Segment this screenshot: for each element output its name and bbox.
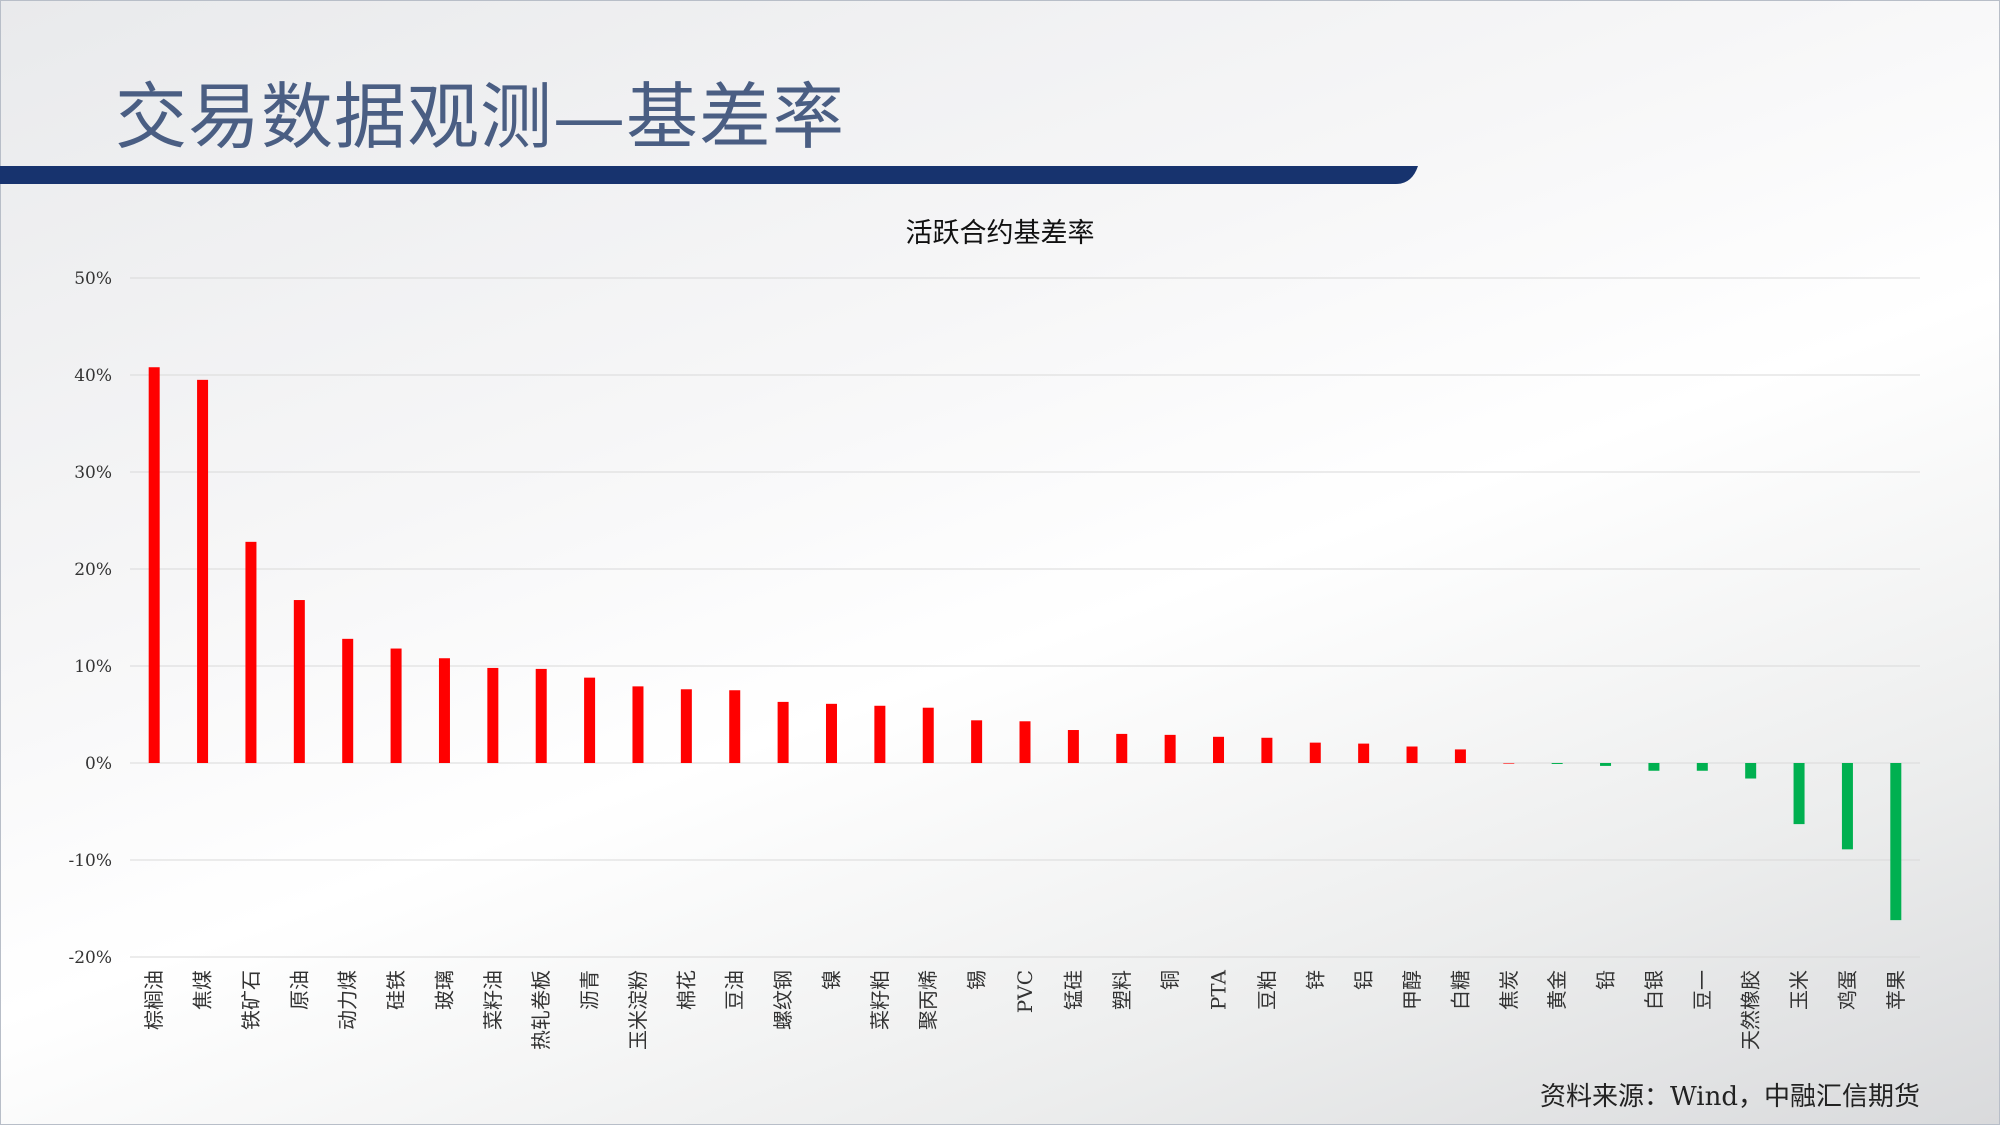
y-axis-ticks: 50% 40% 30% 20% 10% 0% -10% -20% [68,269,112,968]
bar-35 [1793,763,1805,825]
bar-16 [874,705,886,763]
x-tick-label: 铜 [1158,970,1182,990]
x-tick-label: 锡 [965,970,989,990]
x-tick-label: PTA [1207,969,1231,1010]
bar-12 [680,689,692,763]
x-tick-label: PVC [1013,970,1037,1013]
bar-28 [1454,749,1466,763]
bar-21 [1116,733,1128,763]
data-source: 资料来源：Wind，中融汇信期货 [1540,1082,1920,1112]
bar-2 [197,379,209,763]
x-tick-label: 玉米 [1787,970,1811,1010]
bar-34 [1745,763,1757,779]
x-tick-label: 原油 [287,970,311,1010]
bar-14 [777,701,789,763]
y-tick-label: 0% [85,754,112,774]
bar-33 [1696,763,1708,771]
grid-lines [130,277,1920,958]
bar-9 [535,668,547,763]
bar-30 [1551,763,1563,764]
bar-8 [487,667,499,763]
bar-18 [971,720,983,763]
y-tick-label: 50% [74,269,112,289]
bar-36 [1841,763,1853,850]
x-tick-label: 甲醇 [1400,970,1424,1010]
y-tick-label: 20% [74,560,112,580]
x-tick-label: 玻璃 [432,970,456,1010]
x-tick-label: 豆粕 [1255,970,1279,1010]
x-tick-label: 热轧卷板 [529,970,553,1050]
title-bar [0,166,1418,184]
bar-23 [1213,736,1225,763]
bar-32 [1648,763,1660,771]
bar-5 [342,638,354,763]
x-tick-label: 菜籽粕 [868,970,892,1030]
x-tick-label: 白银 [1642,970,1666,1010]
x-tick-label: 白糖 [1448,970,1472,1010]
bar-22 [1164,734,1176,763]
bar-19 [1019,721,1031,763]
x-tick-label: 菜籽油 [481,970,505,1030]
bar-29 [1503,763,1515,764]
x-tick-label: 塑料 [1110,970,1134,1010]
slide-title: 交易数据观测—基差率 [115,75,846,159]
x-tick-label: 黄金 [1545,970,1569,1010]
bar-37 [1890,763,1902,921]
bar-7 [438,658,450,763]
bar-15 [825,703,837,763]
x-tick-label: 豆油 [723,970,747,1010]
x-tick-label: 焦炭 [1497,970,1521,1010]
bar-27 [1406,746,1418,763]
bar-26 [1358,743,1370,763]
x-tick-label: 铝 [1352,970,1376,990]
bar-1 [148,367,160,763]
x-tick-label: 铅 [1594,970,1618,990]
bar-11 [632,686,644,763]
y-tick-label: 30% [74,463,112,483]
x-axis-labels: 棕榈油 焦煤 铁矿石 原油 动力煤 硅铁 玻璃 菜籽油 热轧卷板 沥青 玉米淀粉 棉花 豆油 螺纹钢 镍 菜籽… [142,969,1908,1050]
chart-title: 活跃合约基差率 [906,218,1095,249]
y-tick-label: 10% [74,657,112,677]
x-tick-label: 锰硅 [1061,970,1085,1010]
x-tick-label: 苹果 [1884,970,1908,1010]
x-tick-label: 棕榈油 [142,970,166,1030]
x-tick-label: 硅铁 [384,970,408,1010]
bar-4 [293,600,305,763]
bar-6 [390,648,402,763]
bar-17 [922,707,934,763]
y-tick-label: -20% [68,948,112,968]
bar-31 [1600,763,1612,766]
x-tick-label: 聚丙烯 [916,970,940,1030]
y-tick-label: -10% [68,851,112,871]
x-tick-label: 铁矿石 [239,970,263,1030]
x-tick-label: 鸡蛋 [1835,970,1859,1010]
x-tick-label: 天然橡胶 [1739,970,1763,1050]
x-tick-label: 豆一 [1690,970,1714,1010]
x-tick-label: 棉花 [674,970,698,1010]
x-tick-label: 玉米淀粉 [626,970,650,1050]
bar-24 [1261,737,1273,763]
x-tick-label: 镍 [819,970,843,990]
x-tick-label: 焦煤 [191,970,215,1010]
y-tick-label: 40% [74,366,112,386]
x-tick-label: 锌 [1303,970,1327,990]
x-tick-label: 沥青 [578,970,602,1010]
bar-10 [584,677,596,763]
x-tick-label: 动力煤 [336,970,360,1030]
x-tick-label: 螺纹钢 [771,970,795,1030]
bar-13 [729,690,741,763]
bar-20 [1067,730,1079,763]
bars [148,367,1902,921]
bar-3 [245,541,257,763]
bar-25 [1309,742,1321,763]
